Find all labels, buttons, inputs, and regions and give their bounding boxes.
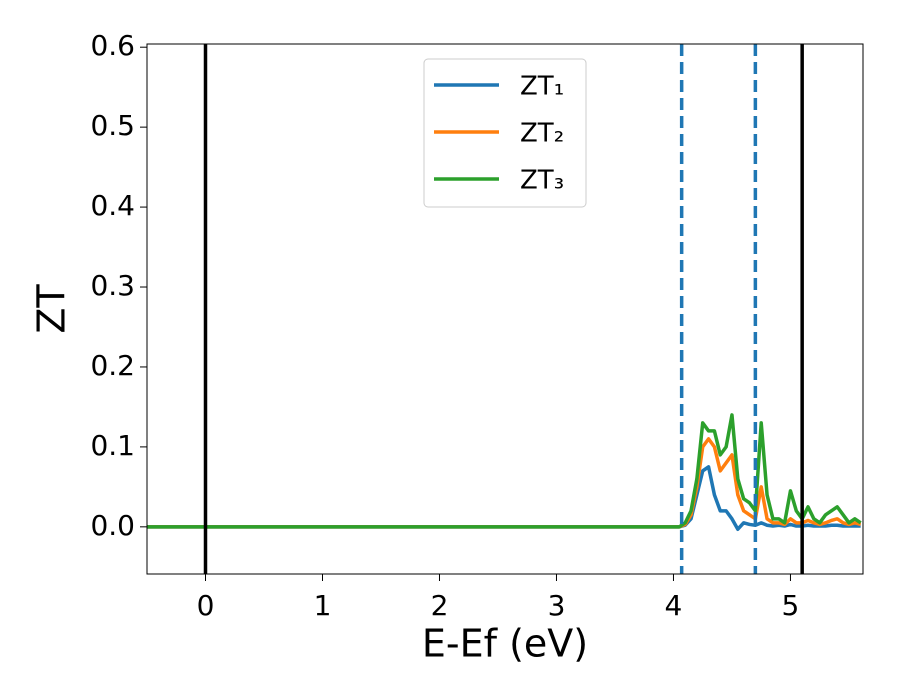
legend-box [423, 58, 587, 208]
y-tick-label: 0.4 [90, 189, 135, 222]
data-line [147, 465, 861, 531]
y-tick-label: 0.3 [90, 269, 135, 302]
plot-frame [146, 43, 864, 575]
y-tick-label: 0.1 [90, 429, 135, 462]
x-axis-label: E-Ef (eV) [422, 622, 588, 666]
y-tick-label: 0.2 [90, 349, 135, 382]
x-tick-label: 0 [197, 589, 215, 622]
y-tick-label: 0.6 [90, 29, 135, 62]
legend-text: ZT₁ [520, 72, 564, 102]
x-tick-label: 5 [782, 589, 800, 622]
data-line [147, 413, 862, 529]
x-tick-label: 3 [548, 589, 566, 622]
data-line [147, 437, 862, 529]
y-tick-label: 0.5 [90, 109, 135, 142]
x-tick-label: 2 [431, 589, 449, 622]
y-axis-label: ZT [30, 284, 74, 334]
x-tick-label: 1 [314, 589, 332, 622]
legend-text: ZT₃ [520, 166, 564, 196]
legend-text: ZT₂ [520, 119, 564, 149]
y-tick-label: 0.0 [90, 509, 135, 542]
x-tick-label: 4 [665, 589, 683, 622]
